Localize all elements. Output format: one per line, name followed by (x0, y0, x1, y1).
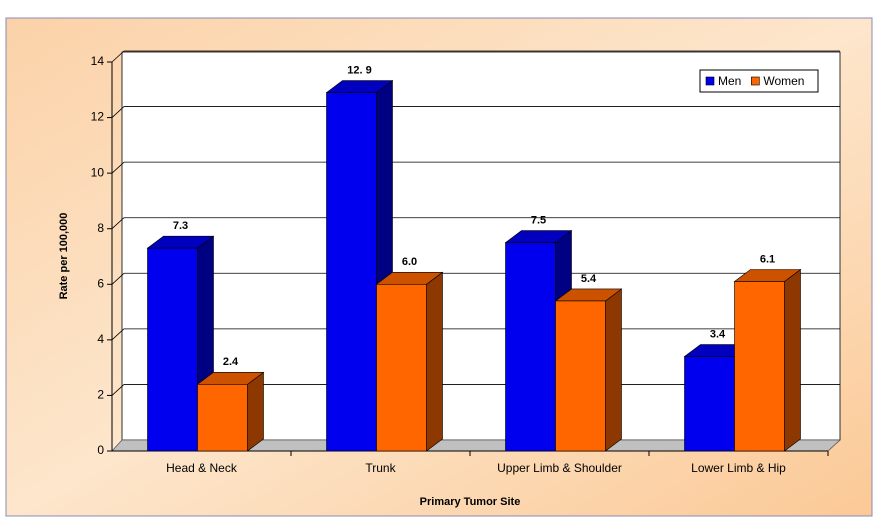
data-label: 12. 9 (347, 64, 371, 76)
bar (733, 268, 802, 452)
x-tick-label: Upper Limb & Shoulder (497, 461, 622, 475)
x-tick-label: Head & Neck (166, 461, 238, 475)
grid-line-depth (111, 384, 125, 396)
bar-side (605, 288, 622, 452)
data-label: 6.1 (760, 253, 775, 265)
y-axis-title: Rate per 100,000 (58, 213, 70, 300)
grid-line-depth (111, 272, 125, 285)
bar-side (247, 371, 264, 452)
y-tick-label: 14 (91, 54, 105, 68)
grid-line-depth (111, 161, 125, 174)
bar-front (147, 247, 198, 452)
grid-line-depth (111, 217, 125, 230)
y-tick-label: 4 (97, 332, 104, 346)
bar (196, 371, 265, 452)
data-label: 7.3 (173, 220, 188, 232)
bar-side (426, 271, 443, 452)
grid-line-depth (111, 106, 125, 118)
data-label: 2.4 (223, 356, 239, 368)
data-label: 7.5 (531, 215, 546, 227)
bar-front (326, 92, 377, 452)
data-label: 5.4 (581, 273, 597, 285)
legend-label: Men (718, 74, 741, 88)
bar (375, 271, 444, 452)
bar-front (376, 283, 427, 452)
bar-front (505, 242, 556, 452)
x-axis-title: Primary Tumor Site (420, 496, 521, 508)
y-tick-label: 0 (97, 443, 104, 457)
y-tick-label: 10 (91, 165, 105, 179)
bar-front (555, 300, 606, 452)
legend-label: Women (763, 74, 804, 88)
bar (554, 288, 623, 452)
x-tick-label: Lower Limb & Hip (691, 461, 786, 475)
y-tick-label: 8 (97, 221, 104, 235)
y-tick-label: 6 (97, 276, 104, 290)
bar (504, 230, 573, 452)
grid-line-depth (111, 328, 125, 341)
x-tick-label: Trunk (365, 461, 396, 475)
y-tick-label: 2 (97, 388, 104, 402)
bar-front (684, 356, 735, 452)
legend-swatch (705, 76, 715, 86)
data-label: 3.4 (710, 328, 726, 340)
bar-side (784, 268, 801, 452)
y-tick-label: 12 (91, 110, 105, 124)
legend-swatch (751, 76, 760, 86)
bar-front (197, 384, 248, 452)
grid-line-depth (111, 50, 125, 63)
bar-front (734, 281, 785, 452)
data-label: 6.0 (402, 256, 417, 268)
